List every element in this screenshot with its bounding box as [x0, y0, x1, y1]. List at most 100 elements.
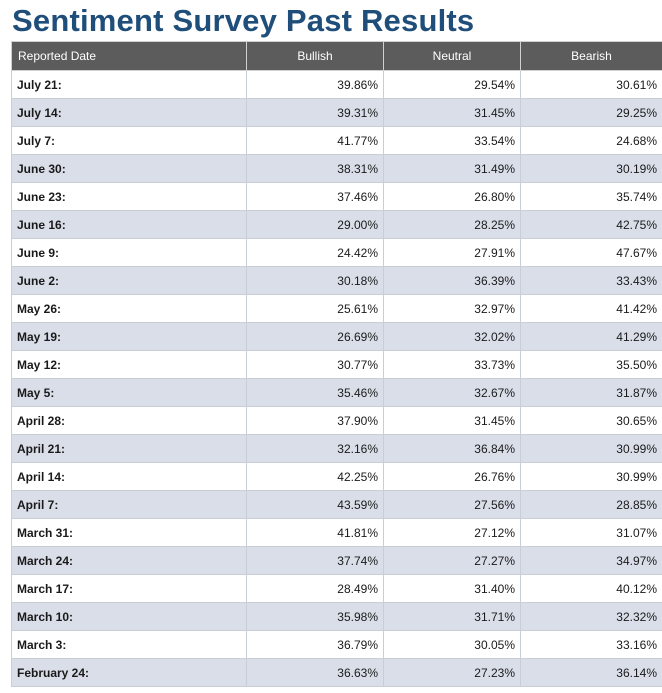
- reported-date-cell: July 7:: [11, 126, 247, 155]
- reported-date-cell: June 30:: [11, 154, 247, 183]
- bearish-cell: 32.32%: [520, 602, 662, 631]
- bearish-cell: 41.29%: [520, 322, 662, 351]
- table-row: March 10: 35.98% 31.71% 32.32%: [11, 602, 662, 631]
- bearish-cell: 30.65%: [520, 406, 662, 435]
- table-row: July 7: 41.77% 33.54% 24.68%: [11, 126, 662, 155]
- column-header-bearish: Bearish: [520, 41, 662, 71]
- reported-date-cell: February 24:: [11, 658, 247, 687]
- bearish-cell: 24.68%: [520, 126, 662, 155]
- reported-date-cell: May 5:: [11, 378, 247, 407]
- bullish-cell: 30.77%: [246, 350, 384, 379]
- page-title: Sentiment Survey Past Results: [12, 3, 475, 38]
- reported-date-cell: June 2:: [11, 266, 247, 295]
- bearish-cell: 35.74%: [520, 182, 662, 211]
- table-row: April 28: 37.90% 31.45% 30.65%: [11, 406, 662, 435]
- column-header-bullish: Bullish: [246, 41, 384, 71]
- table-row: April 7: 43.59% 27.56% 28.85%: [11, 490, 662, 519]
- neutral-cell: 31.45%: [383, 98, 521, 127]
- bearish-cell: 42.75%: [520, 210, 662, 239]
- neutral-cell: 27.27%: [383, 546, 521, 575]
- bearish-cell: 33.16%: [520, 630, 662, 659]
- reported-date-cell: April 21:: [11, 434, 247, 463]
- reported-date-cell: May 26:: [11, 294, 247, 323]
- bearish-cell: 30.61%: [520, 70, 662, 99]
- neutral-cell: 27.56%: [383, 490, 521, 519]
- neutral-cell: 31.71%: [383, 602, 521, 631]
- reported-date-cell: May 19:: [11, 322, 247, 351]
- header-row: Reported Date Bullish Neutral Bearish: [11, 41, 662, 71]
- reported-date-cell: March 31:: [11, 518, 247, 547]
- bearish-cell: 34.97%: [520, 546, 662, 575]
- reported-date-cell: May 12:: [11, 350, 247, 379]
- neutral-cell: 31.45%: [383, 406, 521, 435]
- neutral-cell: 26.76%: [383, 462, 521, 491]
- table-row: April 21: 32.16% 36.84% 30.99%: [11, 434, 662, 463]
- bullish-cell: 35.98%: [246, 602, 384, 631]
- bullish-cell: 38.31%: [246, 154, 384, 183]
- table-row: March 31: 41.81% 27.12% 31.07%: [11, 518, 662, 547]
- bearish-cell: 30.99%: [520, 434, 662, 463]
- bullish-cell: 42.25%: [246, 462, 384, 491]
- bullish-cell: 37.74%: [246, 546, 384, 575]
- neutral-cell: 27.23%: [383, 658, 521, 687]
- table-row: July 14: 39.31% 31.45% 29.25%: [11, 98, 662, 127]
- reported-date-cell: July 14:: [11, 98, 247, 127]
- bullish-cell: 35.46%: [246, 378, 384, 407]
- bearish-cell: 35.50%: [520, 350, 662, 379]
- reported-date-cell: June 16:: [11, 210, 247, 239]
- bullish-cell: 37.90%: [246, 406, 384, 435]
- table-row: June 30: 38.31% 31.49% 30.19%: [11, 154, 662, 183]
- table-row: July 21: 39.86% 29.54% 30.61%: [11, 70, 662, 99]
- neutral-cell: 27.91%: [383, 238, 521, 267]
- bullish-cell: 26.69%: [246, 322, 384, 351]
- table-row: June 16: 29.00% 28.25% 42.75%: [11, 210, 662, 239]
- neutral-cell: 26.80%: [383, 182, 521, 211]
- table-row: May 26: 25.61% 32.97% 41.42%: [11, 294, 662, 323]
- table-row: March 24: 37.74% 27.27% 34.97%: [11, 546, 662, 575]
- bullish-cell: 25.61%: [246, 294, 384, 323]
- neutral-cell: 32.97%: [383, 294, 521, 323]
- table-row: March 17: 28.49% 31.40% 40.12%: [11, 574, 662, 603]
- neutral-cell: 31.49%: [383, 154, 521, 183]
- bearish-cell: 30.99%: [520, 462, 662, 491]
- table-row: May 5: 35.46% 32.67% 31.87%: [11, 378, 662, 407]
- bearish-cell: 40.12%: [520, 574, 662, 603]
- bullish-cell: 41.77%: [246, 126, 384, 155]
- bearish-cell: 31.87%: [520, 378, 662, 407]
- table-row: February 24: 36.63% 27.23% 36.14%: [11, 658, 662, 687]
- bearish-cell: 33.43%: [520, 266, 662, 295]
- neutral-cell: 36.39%: [383, 266, 521, 295]
- neutral-cell: 32.02%: [383, 322, 521, 351]
- sentiment-results-table: Reported Date Bullish Neutral Bearish Ju…: [11, 41, 662, 687]
- neutral-cell: 30.05%: [383, 630, 521, 659]
- table-body: July 21: 39.86% 29.54% 30.61% July 14: 39.31%…: [11, 70, 662, 687]
- bullish-cell: 39.31%: [246, 98, 384, 127]
- table-row: June 23: 37.46% 26.80% 35.74%: [11, 182, 662, 211]
- column-header-neutral: Neutral: [383, 41, 521, 71]
- table-row: March 3: 36.79% 30.05% 33.16%: [11, 630, 662, 659]
- bullish-cell: 36.79%: [246, 630, 384, 659]
- bullish-cell: 36.63%: [246, 658, 384, 687]
- bearish-cell: 41.42%: [520, 294, 662, 323]
- neutral-cell: 33.54%: [383, 126, 521, 155]
- bullish-cell: 30.18%: [246, 266, 384, 295]
- table-row: May 12: 30.77% 33.73% 35.50%: [11, 350, 662, 379]
- neutral-cell: 32.67%: [383, 378, 521, 407]
- bullish-cell: 29.00%: [246, 210, 384, 239]
- bearish-cell: 29.25%: [520, 98, 662, 127]
- reported-date-cell: June 9:: [11, 238, 247, 267]
- neutral-cell: 31.40%: [383, 574, 521, 603]
- bearish-cell: 28.85%: [520, 490, 662, 519]
- reported-date-cell: March 10:: [11, 602, 247, 631]
- reported-date-cell: June 23:: [11, 182, 247, 211]
- reported-date-cell: April 14:: [11, 462, 247, 491]
- reported-date-cell: March 17:: [11, 574, 247, 603]
- neutral-cell: 28.25%: [383, 210, 521, 239]
- bearish-cell: 31.07%: [520, 518, 662, 547]
- bearish-cell: 47.67%: [520, 238, 662, 267]
- neutral-cell: 36.84%: [383, 434, 521, 463]
- bullish-cell: 24.42%: [246, 238, 384, 267]
- table-row: June 9: 24.42% 27.91% 47.67%: [11, 238, 662, 267]
- column-header-reported-date: Reported Date: [11, 41, 247, 71]
- bullish-cell: 39.86%: [246, 70, 384, 99]
